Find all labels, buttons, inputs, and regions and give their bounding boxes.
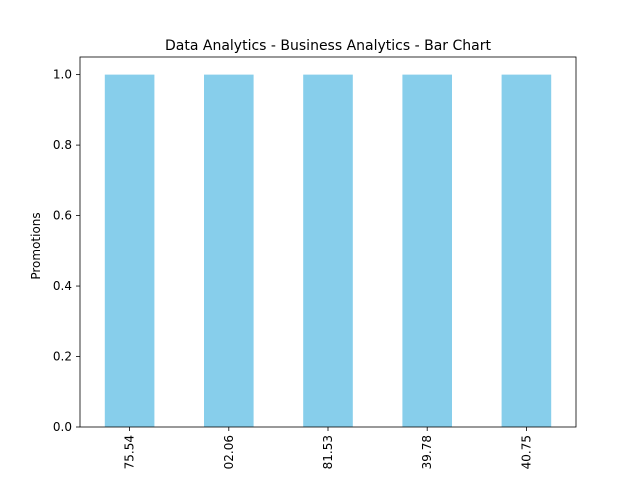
bar (501, 74, 552, 428)
y-tick-label: 0.4 (53, 279, 72, 293)
axes-layer: 0.0 0.2 0.4 0.6 0.8 1.0 75.54 02.06 81.53 39.78 40… (53, 56, 577, 469)
chart-title: Data Analytics - Business Analytics - Ba… (165, 38, 491, 54)
bar (204, 74, 254, 428)
bar (303, 74, 353, 428)
y-tick-label: 1.0 (53, 68, 72, 82)
y-tick-label: 0.8 (53, 138, 72, 152)
x-tick-label: 81.53 (321, 435, 335, 469)
y-tick-label: 0.2 (53, 350, 72, 364)
y-tick-label: 0.0 (53, 420, 72, 434)
y-axis-label: Promotions (29, 212, 43, 279)
bar (104, 74, 155, 428)
x-tick-label: 02.06 (222, 435, 236, 469)
x-tick-label: 75.54 (123, 435, 137, 469)
y-tick-label: 0.6 (53, 209, 72, 223)
x-tick-label: 39.78 (420, 435, 434, 469)
bars-layer (104, 74, 552, 428)
bar (402, 74, 452, 428)
x-tick-label: 40.75 (519, 435, 533, 469)
